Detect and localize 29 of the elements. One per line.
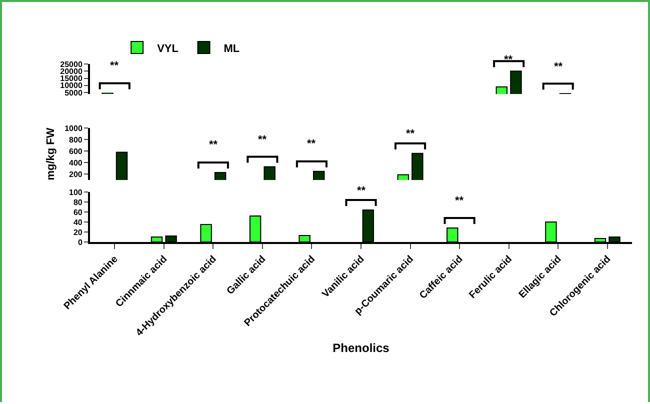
annotation: **	[455, 195, 464, 207]
y-tick-label: 1000	[64, 124, 83, 133]
y-tick-label: 40	[73, 218, 83, 227]
y-tick-label: 200	[69, 170, 83, 180]
annotation: **	[357, 185, 366, 197]
y-tick-label: 25000	[60, 60, 83, 69]
y-tick-label: 600	[69, 146, 83, 156]
annotation: **	[110, 60, 120, 72]
y-tick-label: 100	[69, 188, 83, 197]
y-tick-label: 80	[73, 198, 83, 207]
annotation: **	[258, 134, 268, 146]
y-tick-label: 0	[78, 238, 83, 247]
y-tick-label: 15000	[60, 74, 83, 84]
annotation: **	[504, 54, 514, 66]
y-tick-label: 20	[73, 228, 83, 237]
y-axis-title: mg/kg FW	[44, 127, 57, 180]
annotation: **	[554, 61, 564, 73]
y-tick-label: 800	[69, 135, 83, 144]
legend-label: ML	[224, 42, 240, 55]
y-tick-label: 400	[69, 158, 83, 168]
annotation: **	[209, 139, 218, 151]
y-tick-label: 60	[73, 208, 83, 217]
legend-label: VYL	[157, 42, 179, 55]
y-tick-label: 5000	[64, 88, 83, 98]
x-axis-title: Phenolics	[332, 341, 390, 356]
annotation: **	[406, 128, 416, 140]
annotation: **	[307, 138, 316, 150]
y-tick-label: 20000	[60, 66, 83, 76]
y-tick-label: 10000	[60, 81, 83, 90]
